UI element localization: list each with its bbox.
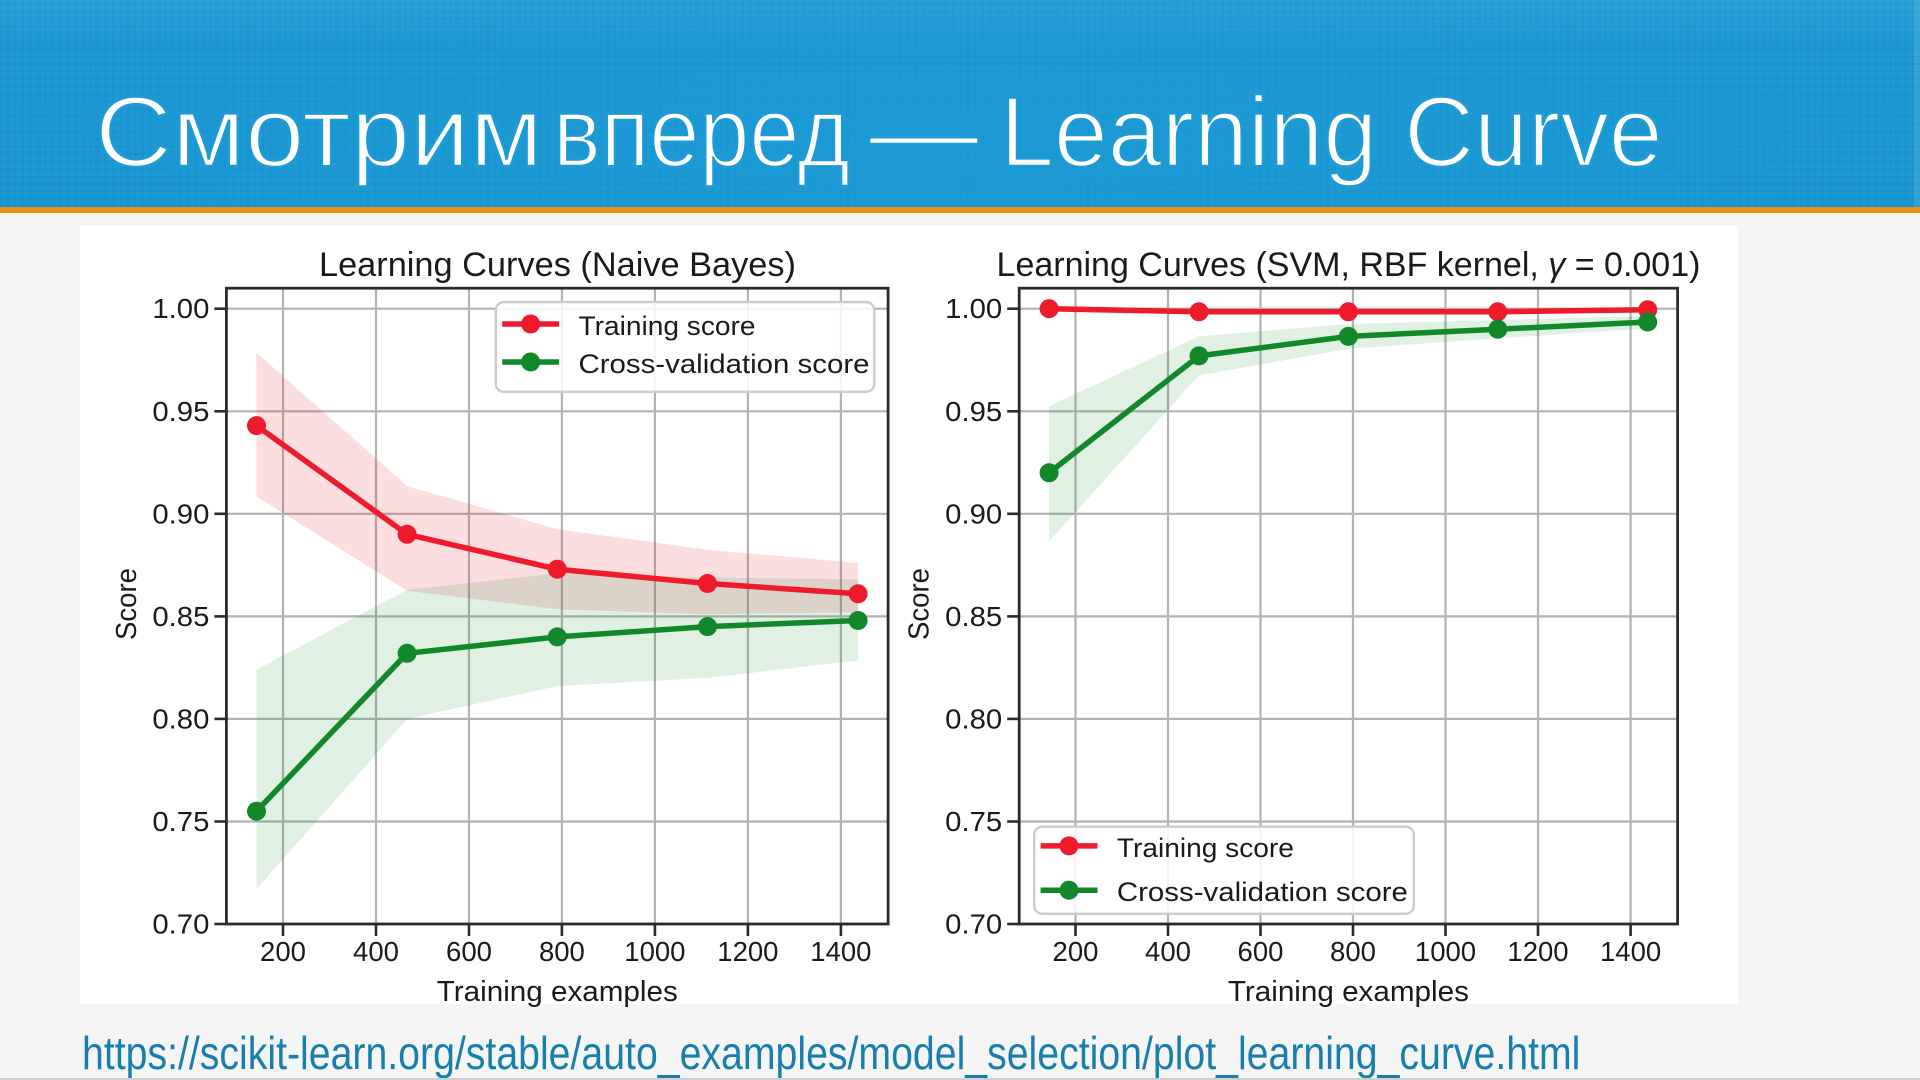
svg-text:600: 600	[1238, 936, 1284, 967]
svg-text:Score: Score	[904, 568, 936, 640]
svg-text:1200: 1200	[1507, 936, 1568, 967]
svg-text:1400: 1400	[1600, 936, 1661, 967]
svg-text:0.90: 0.90	[945, 498, 1002, 529]
svg-text:Cross-validation score: Cross-validation score	[1117, 877, 1408, 907]
svg-text:0.90: 0.90	[152, 498, 209, 529]
svg-text:Cross-validation score: Cross-validation score	[579, 349, 870, 379]
svg-text:600: 600	[446, 936, 492, 967]
svg-text:Training examples: Training examples	[1228, 976, 1469, 1008]
svg-text:0.80: 0.80	[152, 703, 209, 734]
svg-text:800: 800	[539, 936, 585, 967]
svg-text:Score: Score	[111, 568, 143, 640]
svg-text:Learning Curves (SVM, RBF kern: Learning Curves (SVM, RBF kernel, γ = 0.…	[997, 246, 1701, 284]
svg-text:200: 200	[1053, 936, 1099, 967]
svg-text:1.00: 1.00	[152, 293, 209, 324]
svg-text:0.95: 0.95	[945, 396, 1002, 427]
svg-text:1000: 1000	[624, 936, 685, 967]
svg-text:0.85: 0.85	[152, 601, 209, 632]
svg-text:0.75: 0.75	[945, 806, 1002, 837]
svg-text:Training score: Training score	[579, 311, 756, 341]
svg-text:1200: 1200	[717, 936, 778, 967]
svg-text:0.85: 0.85	[945, 601, 1002, 632]
svg-text:200: 200	[260, 936, 306, 967]
svg-text:1.00: 1.00	[945, 293, 1002, 324]
svg-text:Training score: Training score	[1117, 833, 1294, 863]
svg-text:Learning Curves (Naive Bayes): Learning Curves (Naive Bayes)	[319, 246, 796, 284]
svg-text:800: 800	[1330, 936, 1376, 967]
svg-text:1000: 1000	[1415, 936, 1476, 967]
svg-text:0.95: 0.95	[152, 396, 209, 427]
svg-text:0.70: 0.70	[152, 909, 209, 940]
svg-text:400: 400	[353, 936, 399, 967]
svg-text:1400: 1400	[810, 936, 871, 967]
svg-text:Training examples: Training examples	[437, 976, 678, 1008]
svg-text:0.80: 0.80	[945, 703, 1002, 734]
svg-text:0.75: 0.75	[152, 806, 209, 837]
svg-text:0.70: 0.70	[945, 909, 1002, 940]
svg-text:400: 400	[1145, 936, 1191, 967]
